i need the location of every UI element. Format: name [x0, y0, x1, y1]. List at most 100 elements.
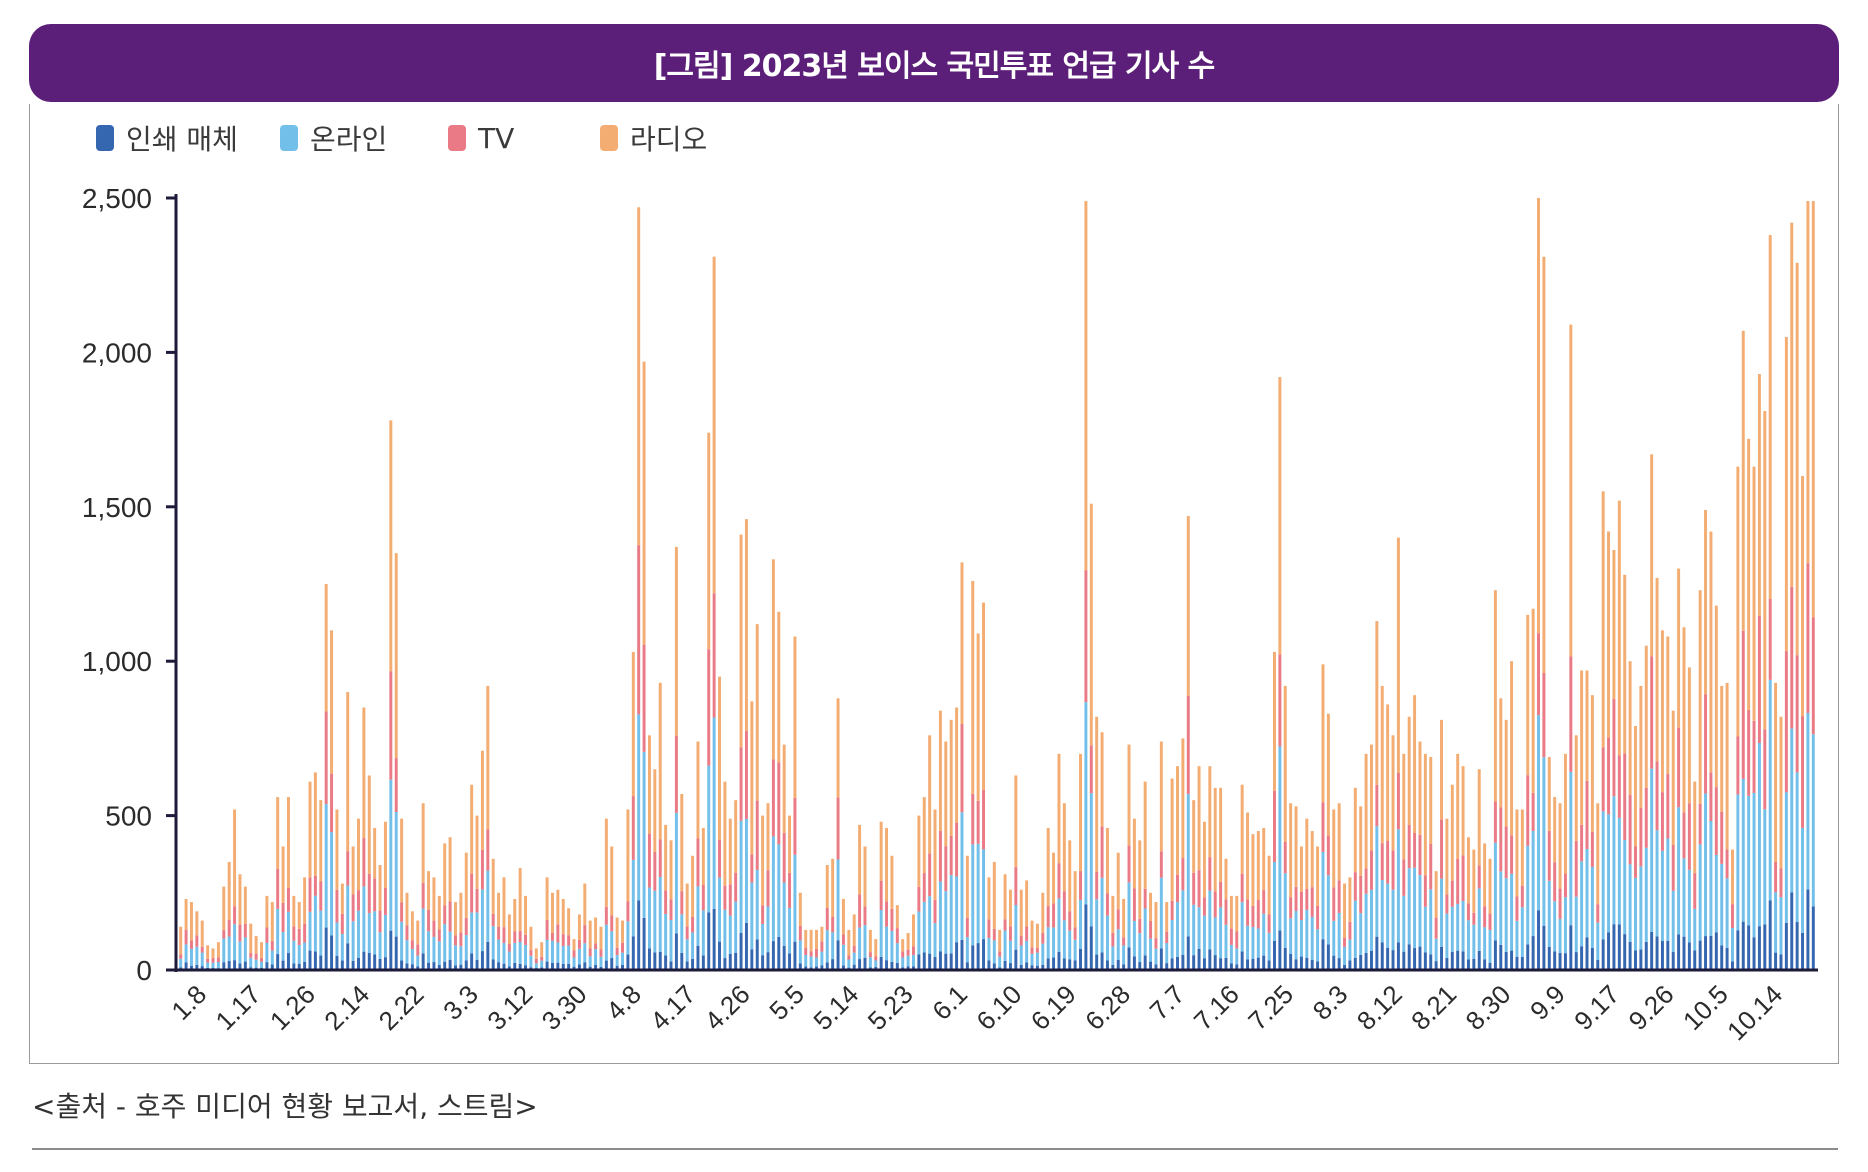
- bar-tv-108: [761, 905, 765, 924]
- bar-radio-292: [1752, 466, 1756, 721]
- bar-print-229: [1413, 948, 1417, 970]
- bar-online-95: [691, 932, 695, 959]
- bar-online-56: [480, 889, 484, 952]
- bar-online-199: [1251, 927, 1255, 959]
- bar-radio-142: [944, 741, 948, 847]
- bar-radio-168: [1084, 201, 1088, 571]
- bar-online-93: [680, 914, 684, 953]
- bar-online-10: [233, 924, 237, 961]
- bar-tv-206: [1289, 897, 1293, 919]
- bar-online-166: [1073, 939, 1077, 961]
- bar-tv-48: [437, 929, 441, 942]
- bar-tv-27: [324, 711, 328, 805]
- bar-online-290: [1741, 778, 1745, 922]
- bar-print-237: [1456, 950, 1460, 970]
- bar-online-63: [518, 941, 522, 964]
- bar-tv-253: [1542, 673, 1546, 758]
- bar-print-169: [1089, 926, 1093, 970]
- bar-print-300: [1795, 922, 1799, 970]
- bar-online-255: [1553, 901, 1557, 952]
- bar-online-171: [1100, 877, 1104, 953]
- bar-tv-89: [658, 839, 662, 877]
- bar-print-210: [1310, 959, 1314, 970]
- bar-tv-205: [1283, 841, 1287, 874]
- bar-print-3: [195, 964, 199, 970]
- bar-online-264: [1601, 811, 1605, 940]
- bar-print-30: [340, 960, 344, 970]
- bar-tv-190: [1202, 897, 1206, 916]
- bar-radio-169: [1089, 503, 1093, 746]
- bar-print-232: [1429, 954, 1433, 970]
- bar-radio-289: [1736, 466, 1740, 737]
- x-tick-label-7: 3.30: [536, 979, 593, 1036]
- bar-radio-19: [281, 846, 285, 903]
- bar-radio-0: [179, 926, 183, 955]
- bar-radio-212: [1321, 664, 1325, 803]
- bar-online-116: [804, 954, 808, 967]
- bar-tv-136: [912, 946, 915, 956]
- bar-tv-203: [1273, 790, 1276, 862]
- bar-print-163: [1057, 951, 1061, 970]
- bar-tv-278: [1677, 727, 1681, 808]
- bar-print-250: [1526, 944, 1530, 970]
- bar-tv-220: [1364, 868, 1368, 894]
- bar-online-288: [1731, 928, 1734, 962]
- bar-tv-247: [1510, 835, 1514, 874]
- bar-print-142: [944, 953, 948, 970]
- bar-print-176: [1127, 947, 1131, 970]
- bar-radio-237: [1456, 753, 1460, 859]
- bar-tv-234: [1440, 819, 1443, 879]
- bar-print-284: [1709, 935, 1713, 970]
- bar-radio-107: [755, 624, 759, 801]
- bar-print-68: [545, 961, 549, 970]
- bar-radio-297: [1779, 716, 1783, 869]
- bar-print-298: [1784, 922, 1788, 970]
- bar-online-153: [1003, 930, 1007, 961]
- bar-print-22: [297, 963, 301, 970]
- bar-online-119: [820, 951, 824, 966]
- bar-print-170: [1095, 954, 1099, 970]
- bar-tv-256: [1558, 888, 1562, 919]
- bar-online-100: [718, 877, 721, 942]
- bar-print-154: [1008, 963, 1012, 970]
- bar-tv-302: [1806, 563, 1810, 713]
- bar-radio-288: [1731, 849, 1734, 905]
- bar-print-303: [1811, 906, 1815, 970]
- bar-radio-283: [1704, 509, 1708, 695]
- bar-print-47: [432, 962, 436, 970]
- bar-radio-4: [200, 920, 204, 947]
- bar-print-264: [1601, 939, 1605, 970]
- bar-tv-273: [1650, 656, 1654, 769]
- bar-radio-167: [1079, 753, 1082, 872]
- bar-online-26: [319, 910, 323, 956]
- bar-print-75: [583, 962, 587, 970]
- bar-online-242: [1483, 927, 1487, 960]
- bar-print-187: [1186, 936, 1190, 970]
- bar-online-97: [701, 910, 705, 956]
- bar-tv-116: [804, 947, 808, 955]
- bar-online-286: [1720, 863, 1724, 946]
- bar-print-249: [1520, 957, 1524, 970]
- bar-print-294: [1763, 924, 1767, 970]
- bar-tv-300: [1795, 655, 1799, 773]
- bar-tv-52: [459, 932, 463, 947]
- bar-tv-248: [1515, 896, 1519, 921]
- bar-print-48: [437, 965, 441, 970]
- bar-radio-83: [626, 809, 630, 902]
- bar-online-164: [1062, 920, 1066, 959]
- bar-tv-149: [982, 789, 986, 850]
- bar-radio-300: [1795, 262, 1799, 656]
- chart-title-banner: [그림] 2023년 보이스 국민투표 언급 기사 수: [29, 24, 1839, 102]
- bar-radio-275: [1660, 630, 1664, 793]
- bar-tv-159: [1035, 947, 1039, 953]
- bar-radio-56: [480, 750, 484, 850]
- legend-item-print: 인쇄 매체: [96, 118, 238, 158]
- bar-radio-243: [1488, 858, 1492, 914]
- bar-radio-185: [1176, 766, 1179, 875]
- bar-radio-192: [1213, 787, 1217, 892]
- bar-online-4: [200, 952, 204, 967]
- bar-radio-255: [1553, 797, 1557, 863]
- bar-tv-101: [723, 885, 727, 910]
- bar-tv-265: [1607, 737, 1611, 815]
- bar-radio-160: [1041, 892, 1045, 933]
